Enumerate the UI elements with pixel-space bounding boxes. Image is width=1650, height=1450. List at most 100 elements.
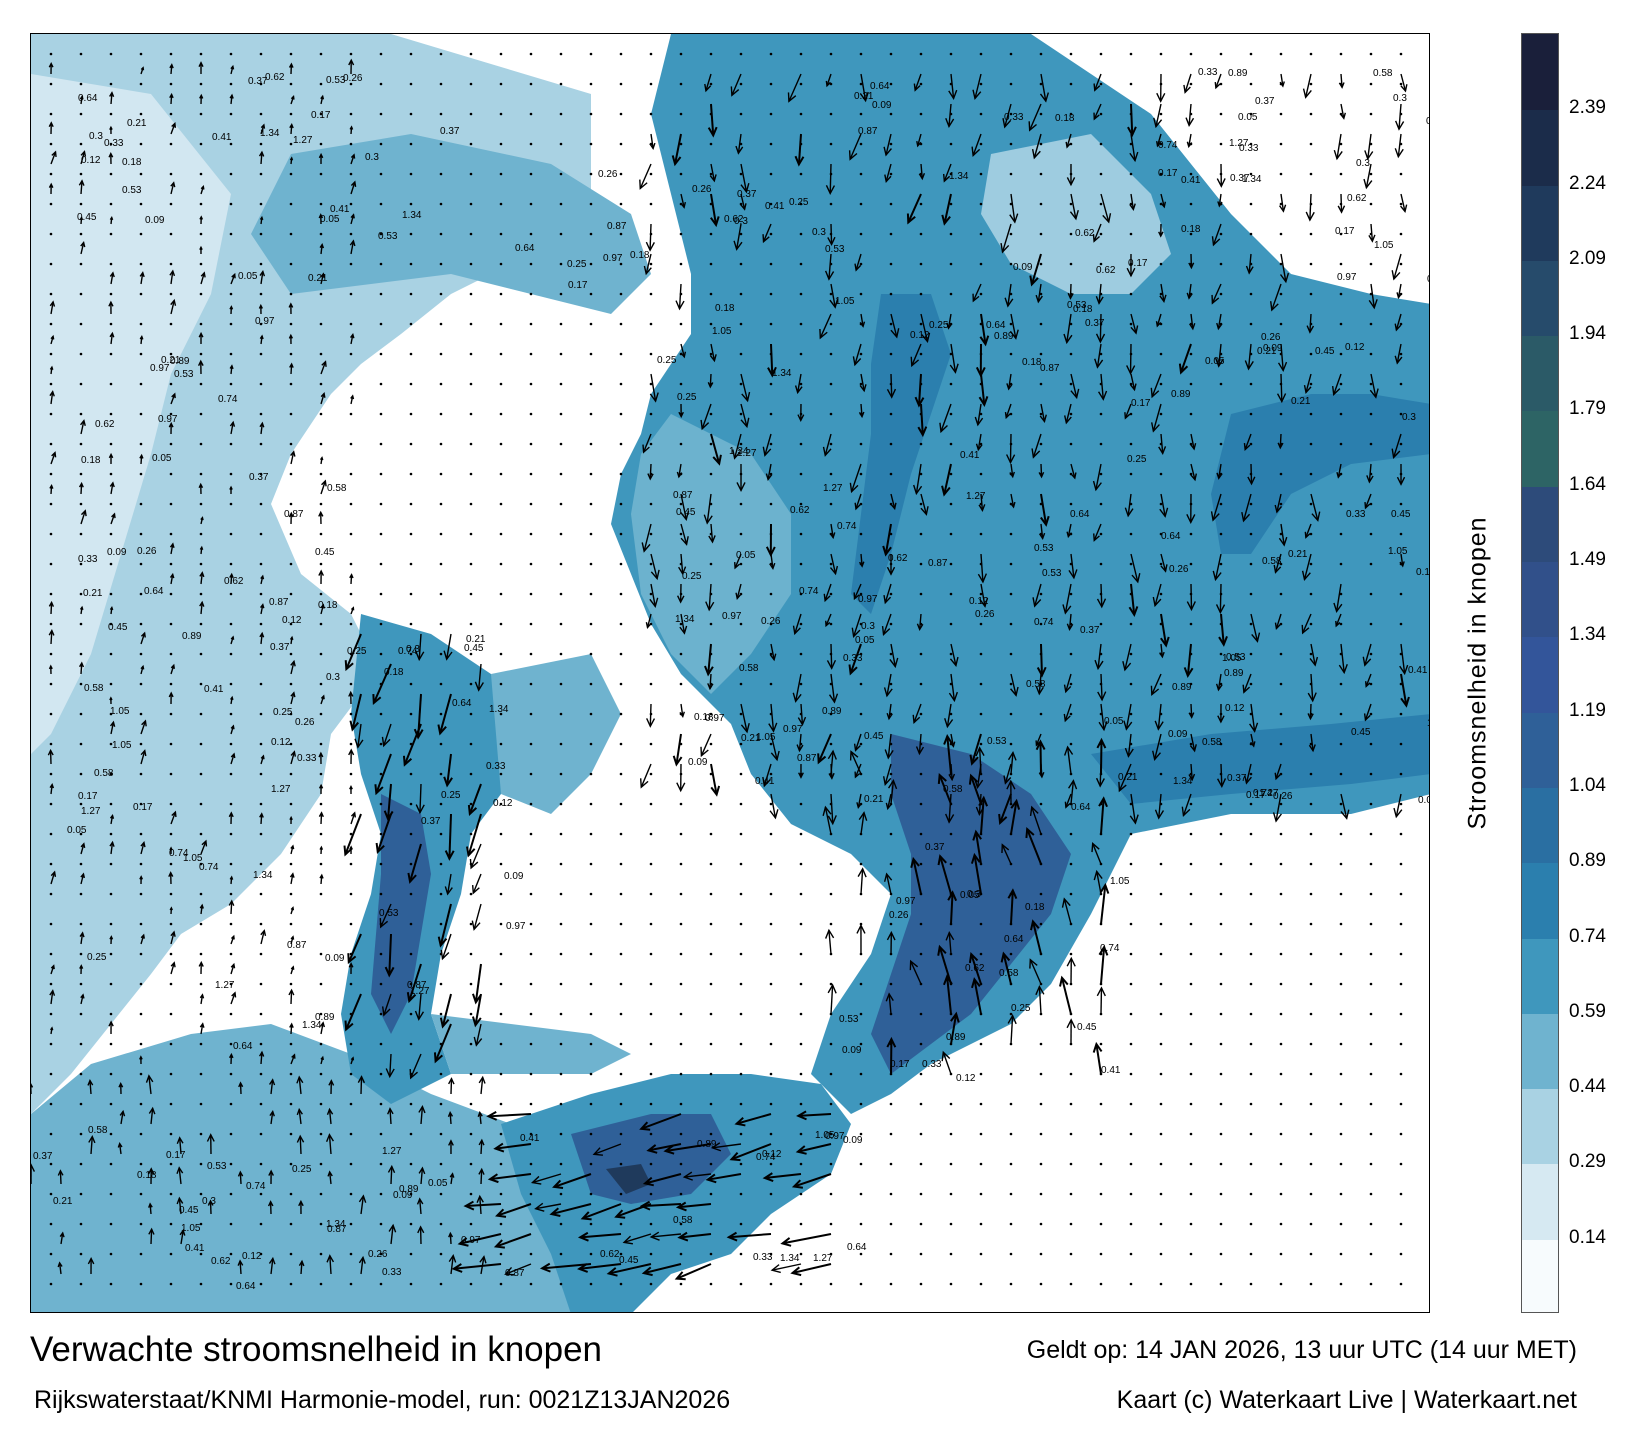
colorbar-step — [1522, 1088, 1558, 1165]
grid-dot — [1129, 442, 1133, 446]
grid-dot — [49, 442, 53, 446]
grid-dot — [349, 1192, 353, 1196]
speed-label: 0.37 — [248, 76, 268, 87]
grid-dot — [319, 1072, 323, 1076]
grid-dot — [949, 352, 953, 356]
speed-label: 0.33 — [843, 653, 863, 664]
grid-dot — [229, 1252, 233, 1256]
grid-dot — [889, 1252, 893, 1256]
flow-arrow — [1214, 343, 1225, 368]
grid-dot — [319, 802, 323, 806]
grid-dot — [619, 802, 623, 806]
flow-arrow — [641, 523, 652, 553]
grid-dot — [529, 172, 533, 176]
grid-dot — [1369, 1102, 1373, 1106]
grid-dot — [1189, 472, 1193, 476]
grid-dot — [769, 1012, 773, 1016]
flow-arrow — [977, 553, 988, 584]
grid-dot — [289, 592, 293, 596]
grid-dot — [199, 772, 203, 776]
grid-dot — [319, 652, 323, 656]
flow-arrow — [1063, 745, 1074, 775]
grid-dot — [289, 802, 293, 806]
grid-dot — [139, 292, 143, 296]
speed-label: 0.64 — [986, 320, 1006, 331]
grid-dot — [1339, 1072, 1343, 1076]
flow-arrow — [822, 433, 832, 457]
speed-label: 0.26 — [1169, 564, 1189, 575]
grid-dot — [1279, 472, 1283, 476]
flow-arrow — [170, 181, 176, 195]
map-panel[interactable]: 0.37 0.18 0.25 0.21 0.53 0.87 1.27 1.34 0.97 0.64… — [30, 33, 1430, 1313]
grid-dot — [949, 202, 953, 206]
flow-arrow — [87, 1257, 95, 1275]
grid-dot — [739, 112, 743, 116]
speed-label: 0.12 — [1429, 530, 1430, 541]
speed-label: 1.05 — [183, 853, 203, 864]
grid-dot — [409, 52, 413, 56]
flow-arrow — [1036, 643, 1047, 678]
speed-label: 0.18 — [1022, 357, 1042, 368]
grid-dot — [589, 682, 593, 686]
flow-arrow — [237, 1259, 244, 1275]
grid-dot — [499, 1282, 503, 1286]
grid-dot — [529, 652, 533, 656]
flow-arrow — [974, 403, 984, 427]
grid-dot — [439, 82, 443, 86]
grid-dot — [1249, 892, 1253, 896]
grid-dot — [1219, 652, 1223, 656]
grid-dot — [559, 562, 563, 566]
flow-arrow — [1000, 951, 1012, 985]
speed-label: 1.05 — [112, 740, 132, 751]
grid-dot — [919, 922, 923, 926]
grid-dot — [79, 142, 83, 146]
grid-dot — [1309, 592, 1313, 596]
grid-dot — [799, 52, 803, 56]
southern-channel — [871, 734, 1071, 1074]
speed-label: 0.17 — [1128, 258, 1148, 269]
flow-arrow — [350, 1056, 355, 1065]
grid-dot — [199, 952, 203, 956]
grid-dot — [229, 922, 233, 926]
flow-arrow — [709, 163, 717, 183]
grid-dot — [799, 862, 803, 866]
grid-dot — [829, 1192, 833, 1196]
flow-arrow — [319, 873, 324, 885]
grid-dot — [1189, 682, 1193, 686]
grid-dot — [289, 1222, 293, 1226]
flow-arrow — [199, 215, 204, 225]
grid-dot — [589, 622, 593, 626]
grid-dot — [109, 1252, 113, 1256]
grid-dot — [1129, 1042, 1133, 1046]
grid-dot — [169, 172, 173, 176]
flow-arrow — [354, 723, 364, 749]
grid-dot — [679, 1192, 683, 1196]
flow-arrow — [57, 1261, 63, 1275]
flow-arrow — [1331, 373, 1342, 396]
flow-arrow — [740, 193, 747, 211]
grid-dot — [1039, 202, 1043, 206]
grid-dot — [709, 772, 713, 776]
grid-dot — [589, 832, 593, 836]
flow-arrow — [318, 811, 324, 825]
grid-dot — [229, 952, 233, 956]
grid-dot — [1369, 532, 1373, 536]
grid-dot — [289, 352, 293, 356]
flow-arrow — [374, 753, 392, 796]
grid-dot — [619, 202, 623, 206]
flow-arrow — [736, 463, 746, 493]
grid-dot — [859, 712, 863, 716]
speed-label: 0.12 — [969, 596, 989, 607]
grid-dot — [859, 982, 863, 986]
east-arm — [491, 654, 621, 814]
flow-arrow — [1307, 673, 1317, 703]
grid-dot — [409, 292, 413, 296]
speed-label: 0.3 — [734, 216, 748, 227]
speed-label: 0.3 — [812, 227, 826, 238]
grid-dot — [439, 982, 443, 986]
grid-dot — [289, 982, 293, 986]
grid-dot — [1399, 1192, 1403, 1196]
flow-arrow — [1039, 403, 1047, 423]
east-basin-pale — [981, 134, 1171, 294]
flow-arrow — [238, 1081, 244, 1095]
